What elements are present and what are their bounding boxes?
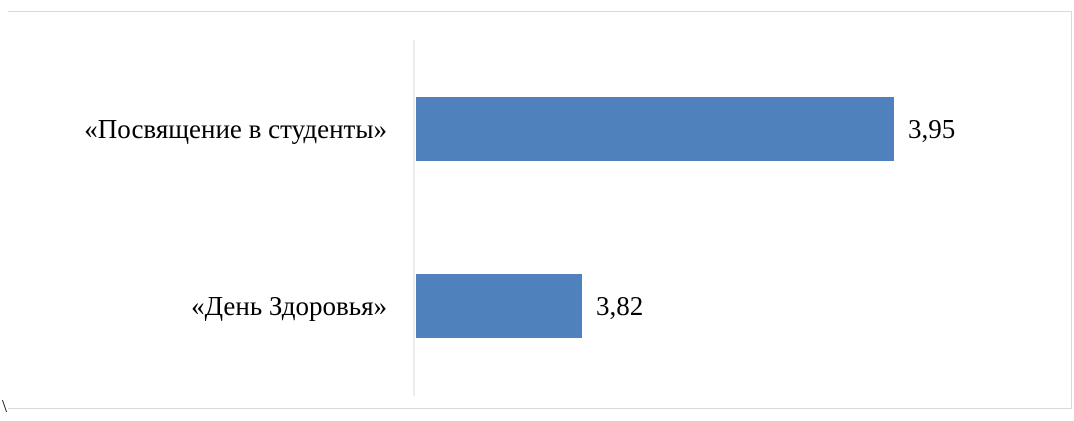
value-labels-group: 3,95 3,82 [596, 114, 955, 321]
category-label-1: «День Здоровья» [191, 291, 387, 321]
bars-group [416, 97, 894, 338]
stray-backslash: \ [2, 396, 8, 416]
category-labels-group: «Посвящение в студенты» «День Здоровья» [84, 114, 387, 321]
bar-1 [416, 274, 582, 338]
bar-0 [416, 97, 894, 161]
chart-frame [8, 11, 1072, 409]
value-label-1: 3,82 [596, 291, 643, 321]
category-label-0: «Посвящение в студенты» [84, 114, 387, 144]
value-label-0: 3,95 [908, 114, 955, 144]
